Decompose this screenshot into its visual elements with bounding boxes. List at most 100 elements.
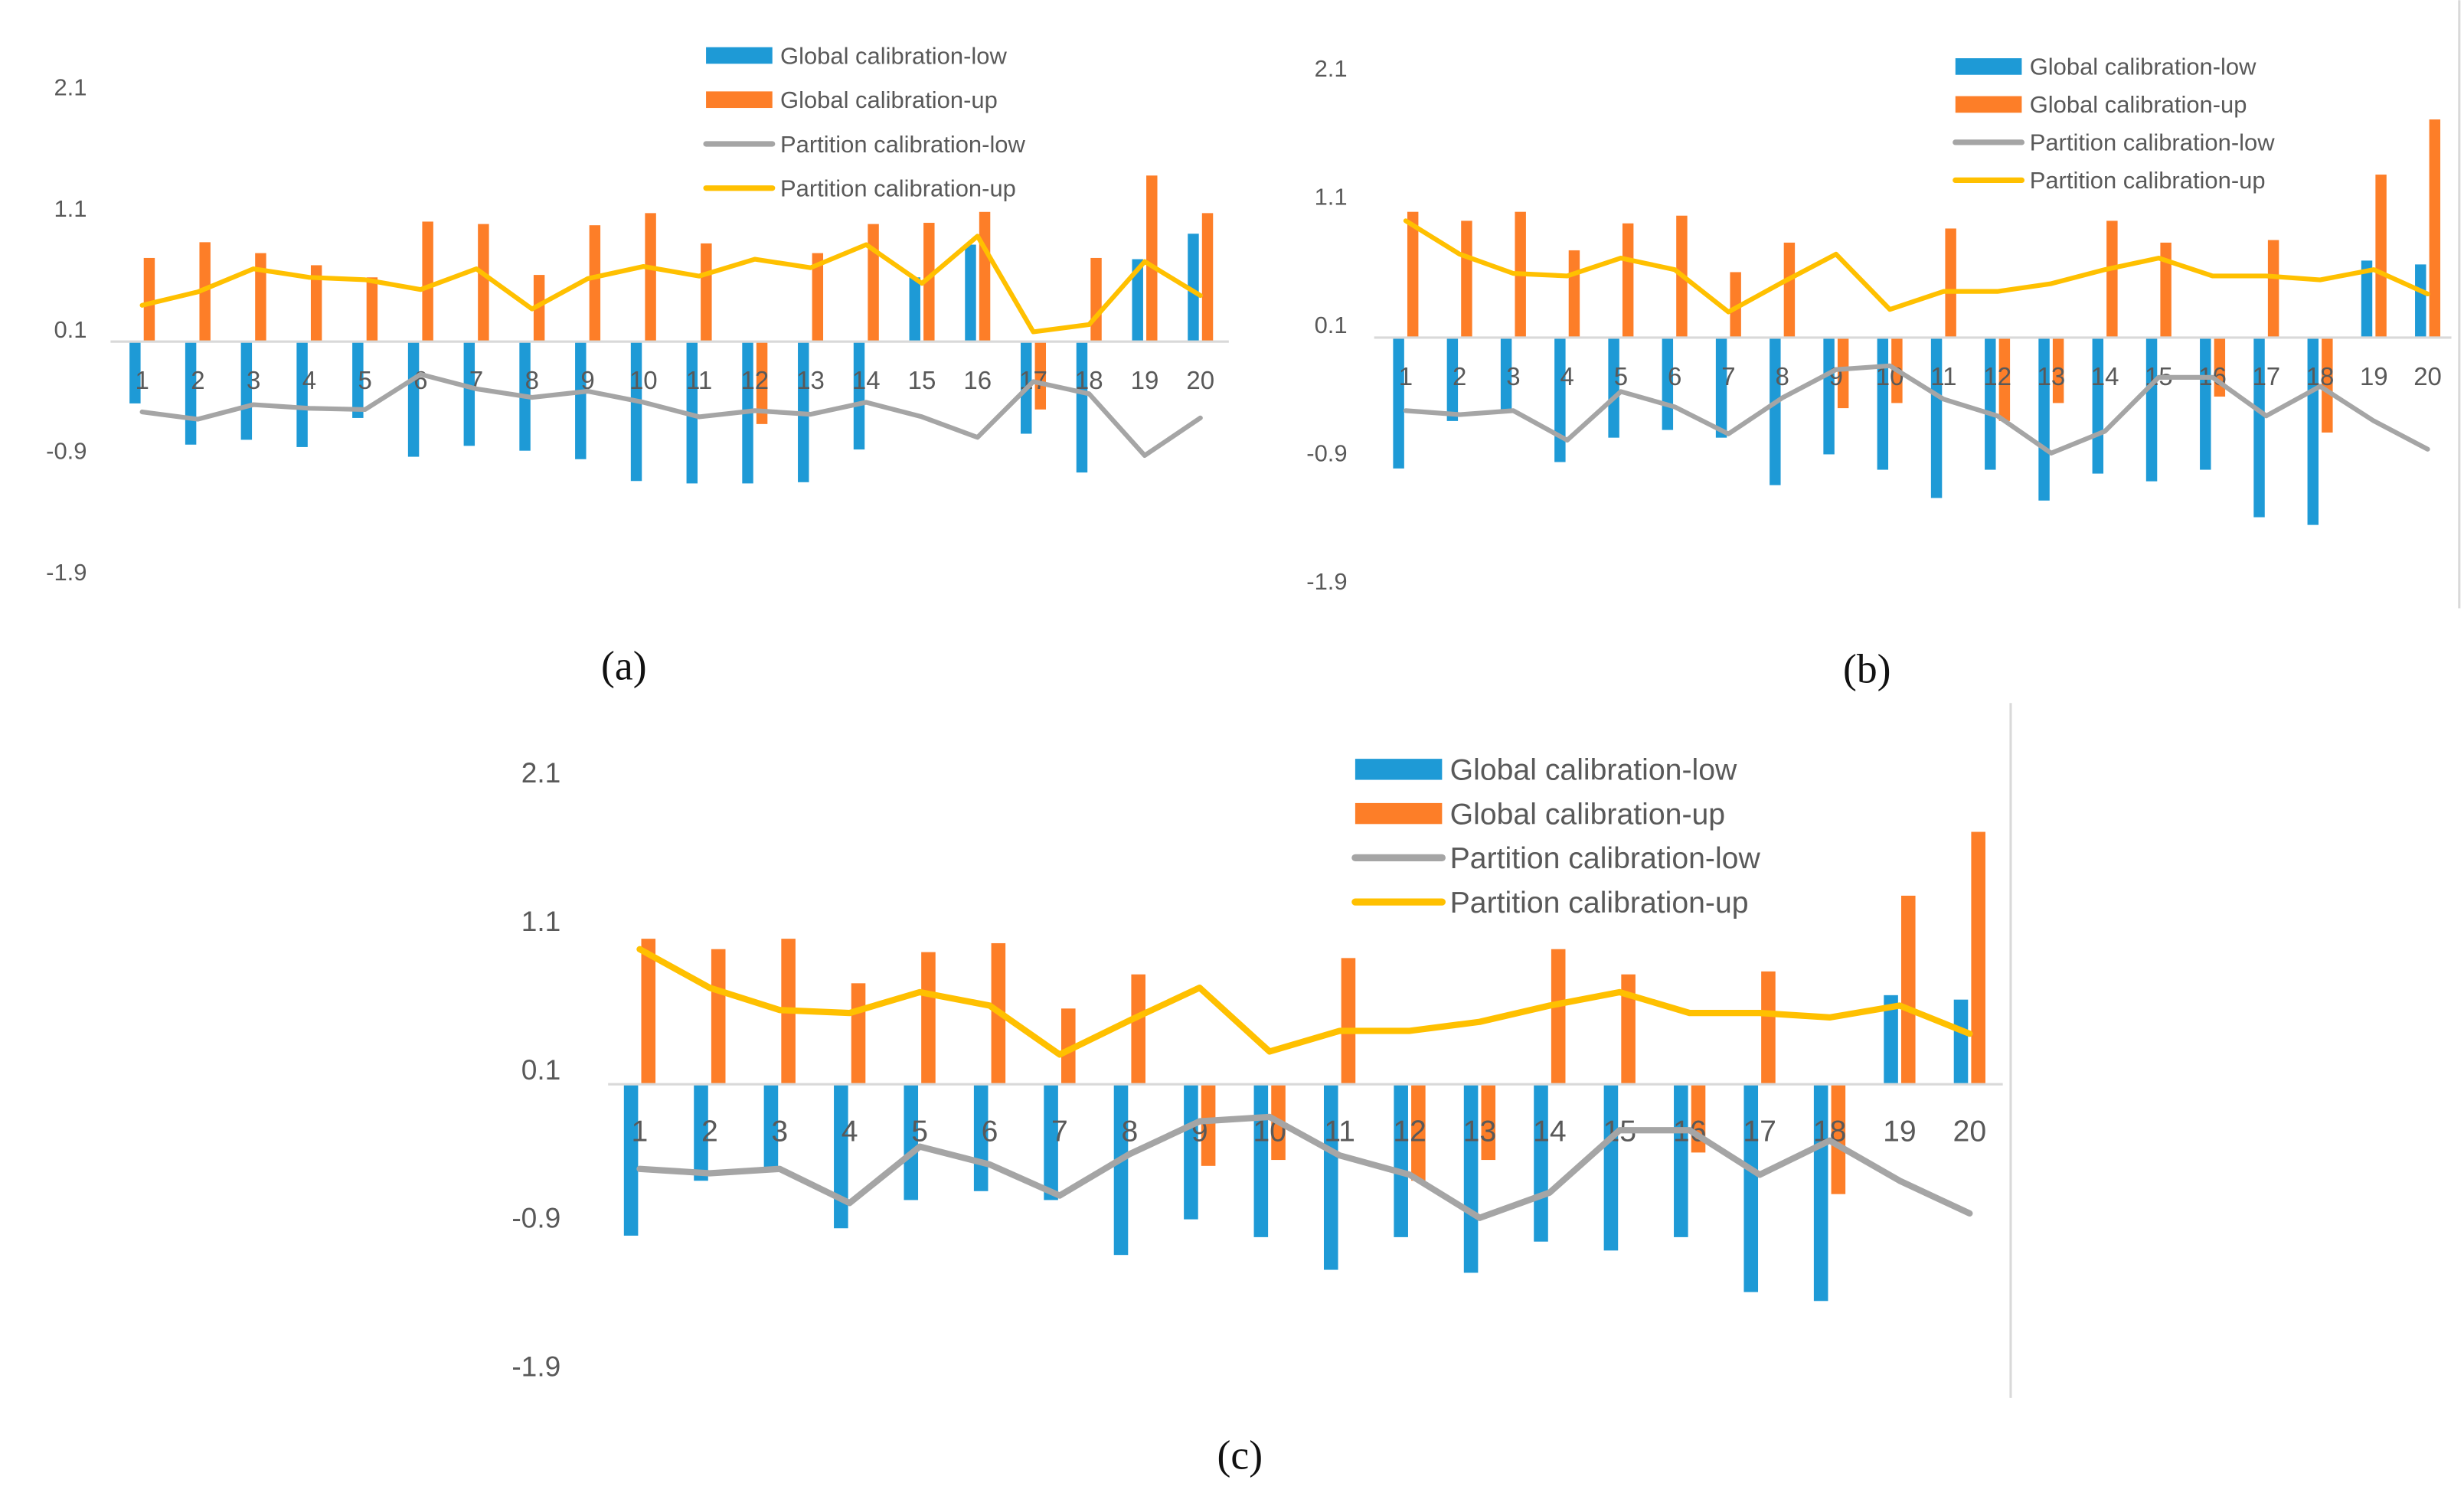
chart-c-bar-global-up: [1060, 1008, 1076, 1085]
chart-c-bar-global-low: [1253, 1084, 1269, 1237]
chart-c-bar-global-up: [1481, 1084, 1496, 1161]
chart-c-category-label: 17: [1743, 1115, 1776, 1148]
chart-c-ytick-label: 1.1: [521, 905, 561, 937]
chart-b-category-label: 17: [2252, 362, 2280, 390]
chart-c-bar-global-low: [904, 1084, 919, 1200]
chart-c-category-label: 14: [1533, 1115, 1567, 1148]
chart-c-category-label: 8: [1121, 1115, 1138, 1148]
chart-b-bar-global-low: [2145, 337, 2158, 482]
chart-b-category-label: 4: [1560, 362, 1573, 390]
chart-c-bar-global-up: [1411, 1084, 1426, 1181]
chart-b-category-label: 2: [1453, 362, 1466, 390]
chart-a-bar-global-low: [1132, 259, 1143, 342]
chart-c-bar-global-up: [921, 952, 936, 1085]
chart-a-bar-global-low: [630, 341, 642, 482]
chart-a-line-partition-up: [139, 234, 1203, 335]
chart-b-legend-label: Global calibration-up: [2030, 91, 2247, 118]
chart-a-bar-global-low: [407, 341, 420, 457]
chart-c-category-label: 4: [841, 1115, 858, 1148]
chart-c-panel-label: (c): [1217, 1432, 1263, 1478]
chart-c-bar-global-low: [1813, 1084, 1828, 1302]
chart-a-legend-label: Global calibration-up: [780, 87, 998, 113]
chart-b-bar-global-up: [1407, 211, 1419, 338]
chart-a-bar-global-up: [645, 213, 656, 342]
chart-c-bar-global-low: [1534, 1084, 1548, 1242]
chart-a-bar-global-low: [1076, 341, 1088, 473]
chart-a-category-label: 16: [963, 366, 992, 394]
chart-c-line-partition-low: [636, 1113, 1973, 1221]
chart-b-bar-global-up: [2322, 337, 2333, 433]
chart-c-bar-global-up: [851, 983, 866, 1085]
chart-c-bar-global-low: [1674, 1084, 1688, 1237]
chart-b-category-label: 20: [2413, 362, 2442, 390]
chart-c-category-label: 19: [1883, 1115, 1917, 1148]
chart-c-bar-global-low: [1184, 1084, 1198, 1220]
chart-a-bar-global-low: [909, 277, 920, 342]
chart-b-bar-global-low: [2361, 260, 2373, 338]
chart-c-bar-global-low: [1603, 1084, 1619, 1251]
chart-c-bar-global-up: [1201, 1084, 1216, 1166]
chart-b-bar-global-up: [1837, 337, 1849, 409]
chart-a-bar-global-up: [1034, 341, 1047, 410]
chart-b-bar-global-low: [2092, 337, 2104, 474]
chart-b-bar-global-up: [1945, 228, 1956, 338]
chart-b-bar-global-up: [2106, 220, 2118, 338]
chart-a-category-label: 1: [135, 366, 149, 394]
chart-a-category-label: 12: [740, 366, 769, 394]
chart-a-ytick-label: 1.1: [54, 195, 87, 222]
chart-a-category-label: 3: [247, 366, 260, 394]
chart-a-category-label: 5: [358, 366, 371, 394]
chart-a-bar-global-up: [422, 221, 433, 342]
chart-c-ytick-label: -0.9: [511, 1202, 560, 1234]
chart-a-category-label: 14: [852, 366, 881, 394]
chart-c-bar-global-low: [763, 1084, 779, 1168]
chart-b-category-label: 5: [1614, 362, 1628, 390]
chart-a-bar-global-up: [701, 243, 712, 342]
chart-b-legend-swatch: [1955, 58, 2022, 75]
chart-b-panel-label: (b): [1843, 645, 1891, 691]
chart-a-bar-global-up: [979, 211, 991, 342]
chart-c-legend-swatch: [1355, 759, 1443, 780]
chart-c-bar-global-low: [694, 1084, 708, 1181]
chart-b-category-label: 7: [1721, 362, 1735, 390]
chart-a-bar-global-up: [199, 242, 211, 342]
chart-a-ytick-label: -0.9: [46, 438, 87, 465]
chart-b-bar-global-low: [1770, 337, 1781, 485]
chart-b-ytick-label: 1.1: [1315, 183, 1348, 210]
chart-a-bar-global-low: [686, 341, 698, 484]
chart-a-category-label: 11: [686, 366, 712, 394]
chart-a-bar-global-up: [366, 277, 378, 342]
chart-c-legend-label: Partition calibration-up: [1450, 887, 1749, 919]
chart-b-bar-global-low: [1554, 337, 1566, 462]
chart-c-category-label: 3: [771, 1115, 788, 1148]
chart-b-bar-global-low: [1393, 337, 1404, 469]
chart-c-bar-global-up: [1621, 974, 1636, 1085]
chart-b-bar-global-low: [1985, 337, 1996, 470]
chart-b-legend-label: Partition calibration-low: [2030, 129, 2275, 156]
chart-c-category-label: 12: [1393, 1115, 1426, 1148]
chart-c-bar-global-low: [623, 1084, 639, 1236]
chart-a-bar-global-up: [143, 257, 155, 342]
chart-c-bar-global-up: [1131, 974, 1145, 1085]
chart-c-category-label: 11: [1324, 1115, 1355, 1148]
chart-a-bar-global-low: [240, 341, 253, 440]
chart-a-bar-global-low: [575, 341, 587, 459]
chart-c-ytick-label: 0.1: [521, 1053, 561, 1086]
chart-a-category-label: 8: [525, 366, 539, 394]
chart-c-bar-global-up: [1341, 958, 1356, 1085]
chart-a-bar-global-up: [310, 265, 322, 342]
chart-b-bar-global-up: [1998, 337, 2011, 421]
chart-b-category-label: 14: [2091, 362, 2119, 390]
chart-b-bar-global-low: [1446, 337, 1459, 421]
chart-a-ytick-label: 2.1: [54, 74, 87, 101]
chart-b-bar-global-low: [2415, 264, 2426, 338]
chart-c-bar-global-up: [1551, 949, 1566, 1085]
chart-a-line-partition-low: [139, 371, 1203, 459]
chart-c-bar-global-up: [711, 949, 726, 1085]
chart-b-bar-global-up: [2267, 240, 2279, 338]
chart-a-panel-label: (a): [601, 642, 647, 688]
chart-c-bar-global-up: [1761, 971, 1776, 1085]
chart-a-bar-global-low: [463, 341, 475, 446]
chart-c-bar-global-up: [1900, 895, 1916, 1085]
chart-c-bar-global-low: [1884, 995, 1898, 1085]
